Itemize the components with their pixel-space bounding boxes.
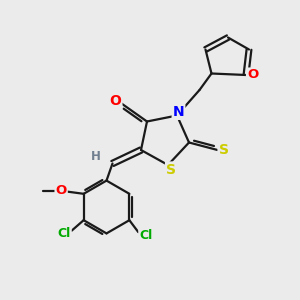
Text: O: O	[247, 68, 258, 82]
Text: N: N	[173, 105, 184, 119]
Text: Cl: Cl	[139, 229, 152, 242]
Text: S: S	[218, 143, 229, 157]
Text: S: S	[166, 163, 176, 176]
Text: O: O	[56, 184, 67, 197]
Text: O: O	[110, 94, 122, 108]
Text: H: H	[91, 149, 101, 163]
Text: Cl: Cl	[58, 227, 71, 240]
